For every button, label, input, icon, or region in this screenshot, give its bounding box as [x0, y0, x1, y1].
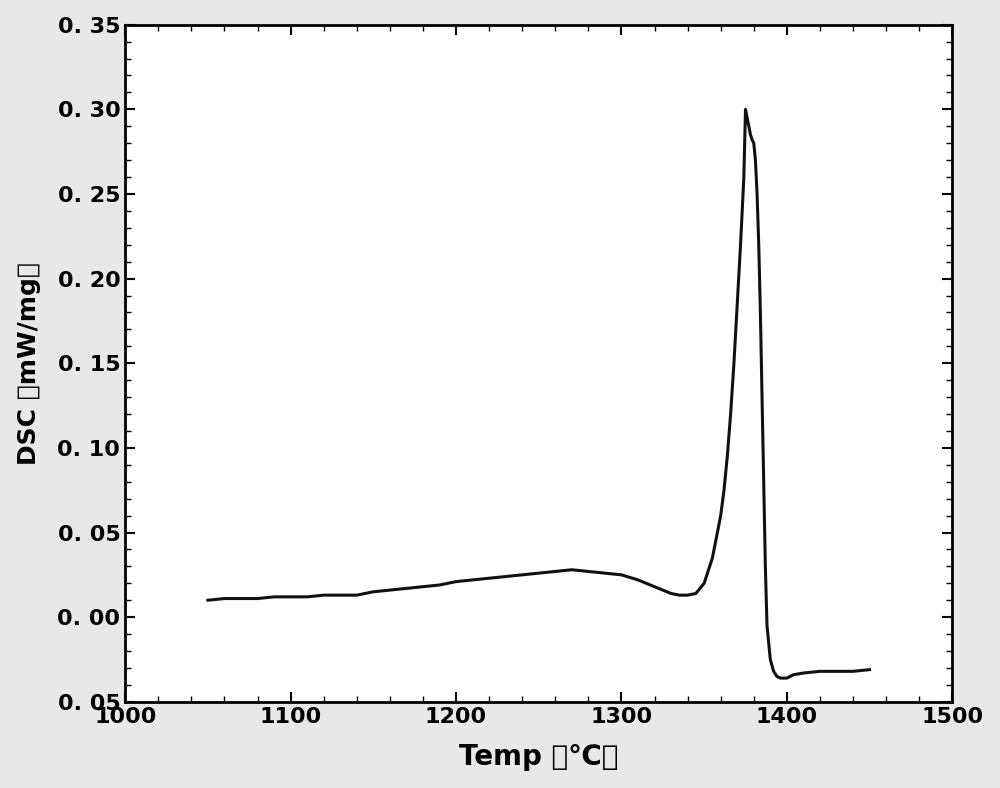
X-axis label: Temp （℃）: Temp （℃）	[459, 743, 618, 771]
Y-axis label: DSC （mW/mg）: DSC （mW/mg）	[17, 262, 41, 465]
